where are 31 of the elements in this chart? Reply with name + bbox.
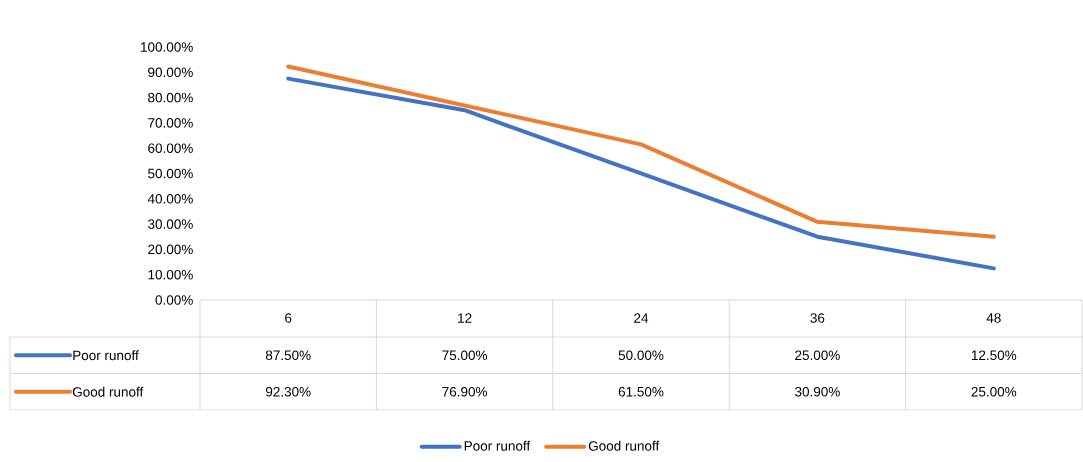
x-tick-label: 6	[285, 313, 292, 323]
y-tick-label: 80.00%	[148, 92, 193, 103]
data-label: 87.50%	[265, 350, 311, 361]
legend-label: Good runoff	[588, 440, 660, 451]
text: Good runoff	[72, 386, 144, 397]
data-label: 50.00%	[618, 350, 664, 361]
y-tick-label: 50.00%	[148, 168, 193, 179]
data-label: 12.50%	[971, 350, 1017, 361]
x-tick-label: 48	[986, 313, 1001, 323]
y-tick-label: 90.00%	[148, 67, 193, 78]
y-tick-label: 30.00%	[148, 219, 193, 229]
y-tick-label: 70.00%	[148, 118, 193, 128]
text: Poor runoff	[464, 440, 531, 451]
x-tick-label: 24	[634, 313, 649, 323]
data-label: 25.00%	[795, 350, 840, 361]
data-label: 76.90%	[442, 386, 488, 397]
x-tick-label: 12	[458, 313, 472, 323]
legend-label: Poor runoff	[73, 350, 139, 361]
data-label: 30.90%	[795, 386, 840, 397]
x-tick-label: 36	[810, 313, 825, 323]
y-tick-label: 20.00%	[148, 244, 193, 255]
data-label: 92.30%	[265, 386, 311, 397]
data-label: 25.00%	[971, 386, 1017, 397]
y-tick-label: 60.00%	[148, 143, 193, 153]
y-tick-label: 0.00%	[155, 295, 193, 305]
y-tick-label: 100.00%	[141, 42, 193, 52]
line-series	[286, 76, 996, 271]
data-label: 61.50%	[618, 386, 664, 397]
y-tick-label: 40.00%	[147, 194, 193, 204]
data-label: 75.00%	[442, 350, 488, 361]
y-tick-label: 10.00%	[148, 269, 193, 280]
